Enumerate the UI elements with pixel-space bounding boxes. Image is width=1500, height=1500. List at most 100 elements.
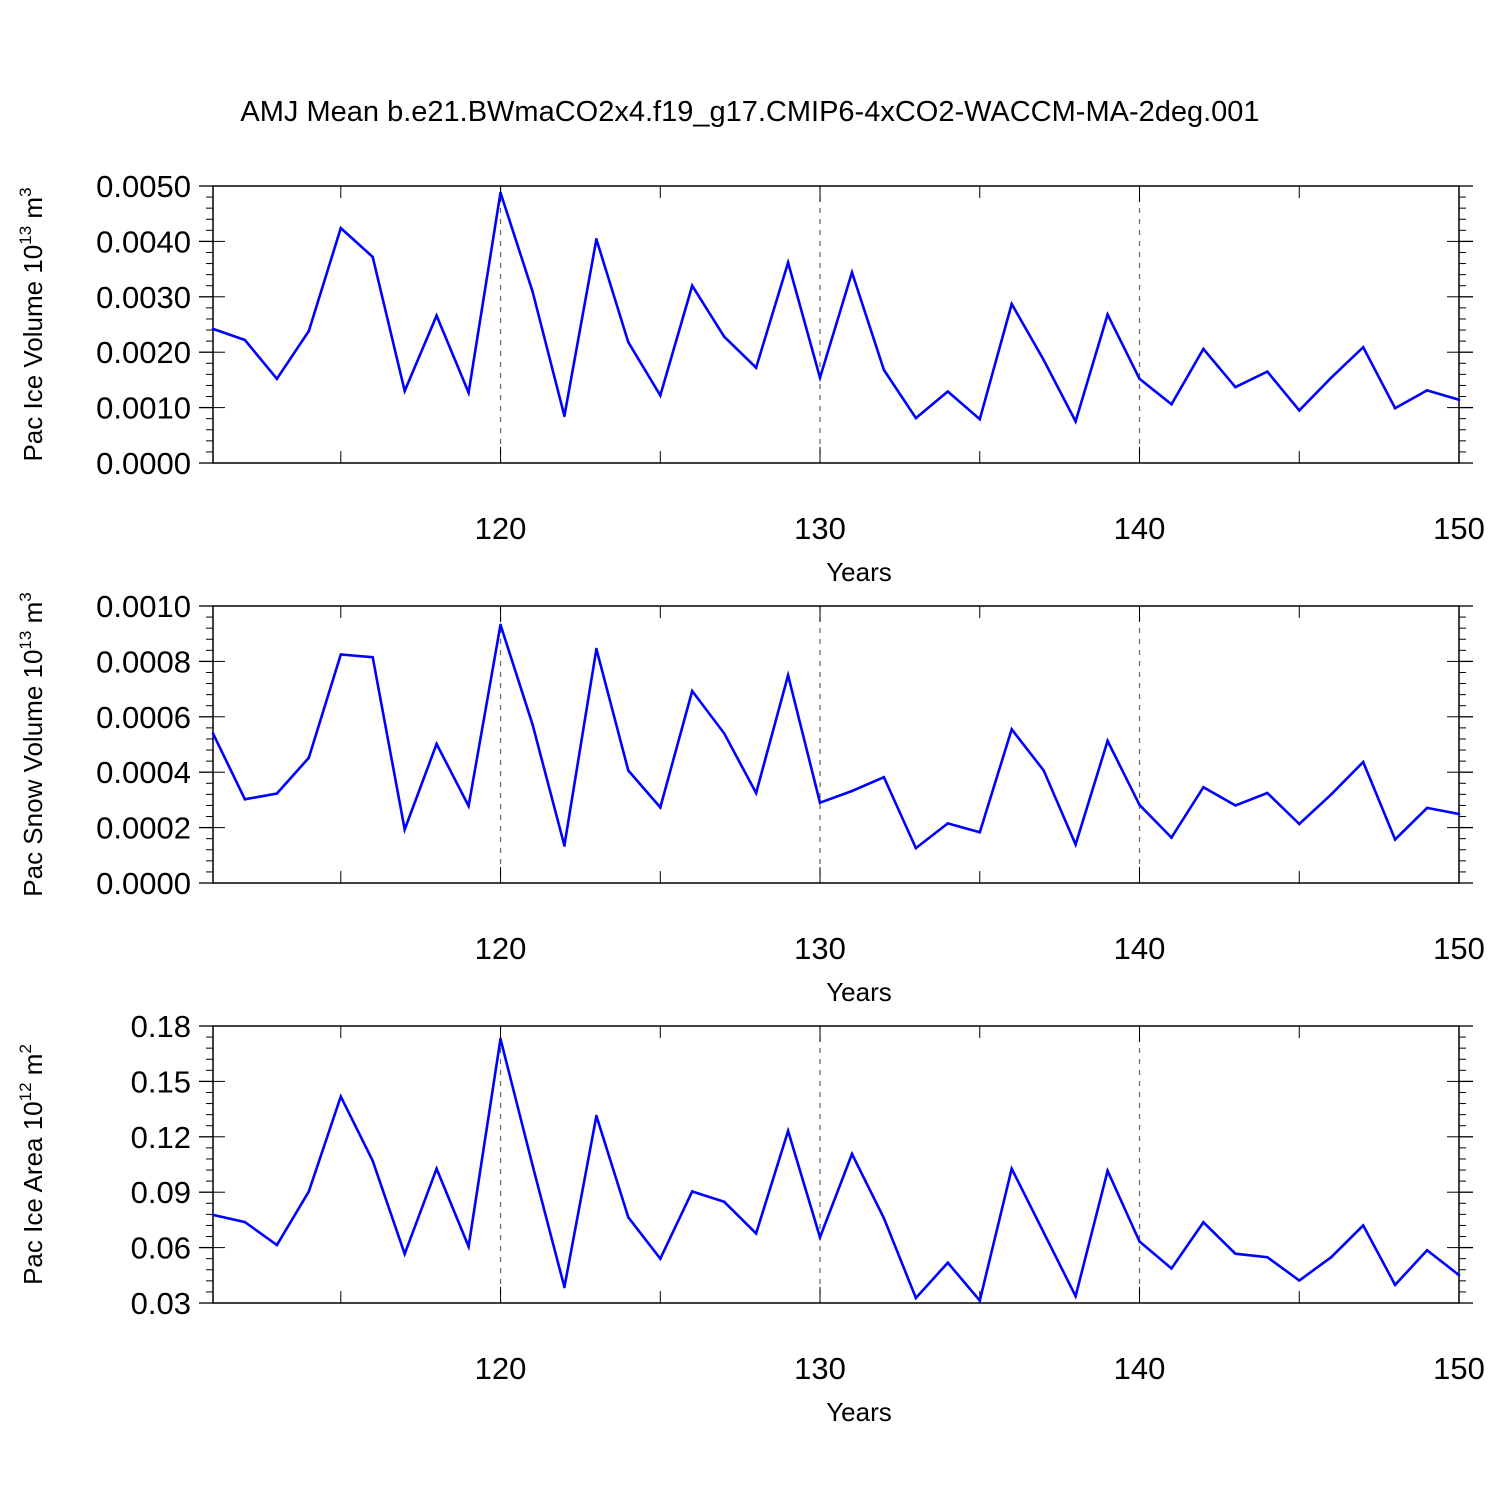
y-tick-label: 0.0010: [96, 391, 191, 426]
data-point: [1266, 791, 1269, 795]
data-point: [850, 271, 854, 274]
data-point: [1202, 1221, 1205, 1224]
y-tick-label: 0.12: [131, 1120, 191, 1155]
data-point: [531, 722, 534, 726]
data-point: [1393, 406, 1397, 410]
data-point: [1010, 1167, 1014, 1171]
data-point: [1297, 409, 1301, 412]
data-point: [531, 1163, 534, 1167]
data-point: [914, 1296, 918, 1300]
data-point: [339, 226, 343, 230]
y-label-base: Pac Ice Volume 10: [18, 245, 48, 462]
data-point: [211, 732, 215, 735]
data-point: [1234, 385, 1237, 389]
y-label-exponent: 13: [16, 631, 35, 650]
data-point: [211, 1213, 215, 1217]
data-point: [499, 623, 502, 627]
data-point: [946, 1261, 950, 1265]
data-point: [1425, 1248, 1429, 1252]
data-point: [722, 335, 726, 338]
data-point: [1393, 838, 1397, 841]
data-point: [243, 1220, 247, 1224]
data-point: [243, 798, 247, 801]
plot-frame: [212, 1025, 1460, 1304]
series-line: [211, 624, 1460, 851]
chart-title: AMJ Mean b.e21.BWmaCO2x4.f19_g17.CMIP6-4…: [240, 96, 1260, 128]
x-tick-label: 140: [1114, 1351, 1166, 1386]
data-point: [1297, 1279, 1301, 1282]
data-point: [1297, 822, 1301, 826]
data-point: [1425, 389, 1429, 392]
data-point: [722, 732, 726, 735]
y-tick-label: 0.0030: [96, 280, 191, 315]
data-point: [1393, 1283, 1397, 1287]
data-point: [243, 338, 247, 342]
data-point: [1138, 803, 1141, 807]
data-point: [1074, 1294, 1077, 1298]
y-tick-label: 0.0050: [96, 169, 191, 204]
x-tick-label: 130: [794, 1351, 846, 1386]
y-label-exponent: 12: [16, 1082, 35, 1101]
data-point: [1266, 370, 1269, 373]
data-point: [1170, 1267, 1173, 1270]
data-point: [850, 789, 854, 793]
data-point: [1106, 739, 1109, 743]
data-point: [978, 831, 982, 834]
data-point: [1074, 843, 1077, 846]
data-point: [818, 1235, 822, 1239]
data-point: [818, 801, 822, 804]
data-point: [467, 804, 470, 808]
y-label-unit: m: [18, 602, 48, 631]
x-tick-label: 150: [1433, 511, 1485, 546]
data-point: [1042, 769, 1045, 772]
data-point: [275, 1243, 279, 1247]
x-tick-label: 150: [1433, 1351, 1485, 1386]
data-point: [275, 377, 279, 381]
y-tick-label: 0.09: [131, 1175, 191, 1210]
data-point: [658, 394, 662, 397]
panel-2: 0.0000 0.0002 0.0004 0.0006 0.0008 0.0010 120 1…: [16, 589, 1485, 1007]
data-point: [1425, 806, 1429, 810]
data-point: [1042, 1231, 1045, 1234]
y-label-exponent: 3: [16, 592, 35, 601]
data-point: [627, 769, 630, 772]
data-point: [1457, 812, 1461, 816]
y-tick-label: 0.0010: [96, 589, 191, 624]
data-point: [882, 368, 886, 372]
x-tick-label: 120: [475, 511, 527, 546]
data-point: [339, 653, 343, 656]
data-point: [1202, 347, 1205, 351]
data-point: [1106, 313, 1109, 316]
x-tick-label: 140: [1114, 511, 1166, 546]
y-axis-label: Pac Ice Volume 1013 m3: [16, 187, 48, 461]
data-point: [690, 689, 694, 693]
y-tick-label: 0.0002: [96, 811, 191, 846]
x-tick-label: 150: [1433, 931, 1485, 966]
data-point: [1329, 376, 1333, 379]
data-point: [1138, 1240, 1141, 1243]
data-point: [1329, 1255, 1333, 1259]
data-point: [914, 846, 918, 850]
data-point: [467, 1245, 470, 1248]
data-point: [1234, 804, 1237, 807]
data-point: [658, 806, 662, 809]
data-point: [1266, 1255, 1269, 1259]
y-tick-label: 0.0040: [96, 224, 191, 259]
data-point: [627, 1216, 630, 1219]
data-point: [1010, 727, 1014, 731]
data-point: [371, 655, 375, 659]
data-point: [211, 327, 215, 331]
data-point: [882, 775, 886, 779]
x-tick-label: 120: [475, 1351, 527, 1386]
y-label-exponent: 3: [16, 187, 35, 196]
data-point: [914, 416, 918, 420]
data-point: [786, 1129, 790, 1133]
data-point: [339, 1095, 343, 1098]
data-point: [307, 1190, 311, 1193]
data-point: [563, 1285, 566, 1289]
y-tick-label: 0.0008: [96, 644, 191, 679]
x-axis-label: Years: [826, 557, 892, 587]
data-point: [1074, 420, 1077, 423]
y-tick-label: 0.06: [131, 1231, 191, 1266]
data-point: [1106, 1169, 1109, 1173]
